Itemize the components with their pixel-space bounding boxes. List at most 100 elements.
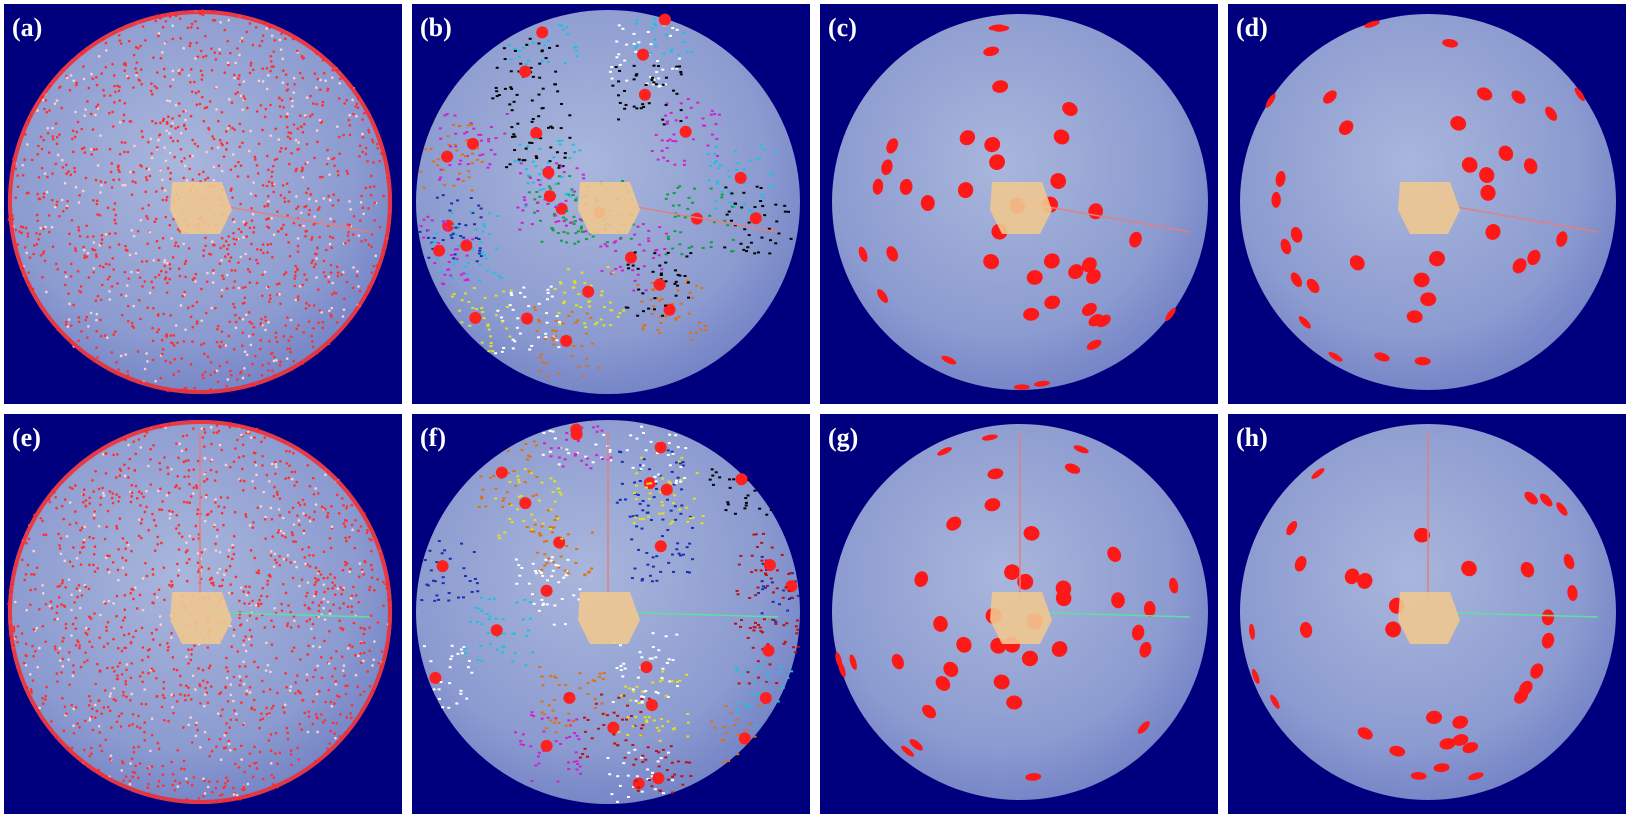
point	[658, 331, 662, 334]
point	[791, 596, 795, 599]
point	[229, 51, 232, 55]
point	[320, 311, 323, 314]
point	[120, 313, 124, 317]
point	[268, 712, 271, 715]
point	[679, 512, 683, 515]
point	[242, 682, 246, 686]
point	[276, 493, 279, 496]
point	[441, 576, 445, 579]
point	[187, 475, 190, 478]
point	[729, 219, 733, 222]
point	[510, 520, 514, 523]
point	[711, 474, 715, 477]
point	[573, 281, 577, 284]
point	[199, 746, 202, 749]
point	[470, 247, 474, 250]
point	[201, 679, 205, 683]
point	[443, 549, 447, 552]
point	[129, 170, 132, 174]
point	[342, 308, 346, 312]
point	[544, 727, 548, 730]
point	[775, 569, 779, 572]
point	[78, 644, 82, 647]
panel-content	[1228, 4, 1626, 404]
point	[532, 181, 536, 184]
point	[303, 603, 307, 607]
point	[135, 607, 139, 610]
point	[163, 264, 167, 268]
point	[357, 654, 360, 658]
point	[28, 256, 32, 259]
point	[175, 700, 179, 703]
point	[170, 693, 174, 697]
point	[159, 269, 163, 273]
point	[565, 448, 569, 451]
point	[332, 193, 336, 197]
point	[293, 560, 297, 564]
point	[241, 286, 245, 290]
point	[294, 138, 298, 142]
point	[310, 236, 314, 239]
point	[333, 732, 337, 735]
point	[112, 178, 115, 182]
point	[342, 602, 346, 605]
point	[274, 731, 278, 735]
point	[175, 513, 179, 517]
point	[525, 43, 529, 46]
point	[111, 501, 115, 505]
point	[138, 276, 142, 279]
point	[74, 627, 78, 630]
point	[207, 780, 211, 783]
point	[715, 137, 719, 140]
panel: (g)	[820, 414, 1218, 814]
point	[188, 44, 192, 48]
center-marker	[607, 721, 620, 734]
point	[631, 688, 635, 691]
point	[610, 66, 614, 69]
point	[459, 235, 463, 238]
point	[568, 136, 572, 139]
point	[634, 715, 638, 718]
point	[329, 217, 332, 221]
point	[783, 210, 787, 213]
point	[113, 670, 116, 673]
point	[695, 472, 699, 475]
point	[359, 201, 363, 204]
point	[317, 570, 321, 573]
point	[155, 86, 159, 90]
point	[266, 202, 270, 206]
point	[433, 599, 437, 602]
point	[50, 720, 53, 723]
point	[113, 101, 116, 104]
point	[580, 271, 584, 274]
point	[131, 324, 134, 328]
point	[100, 242, 103, 245]
point	[652, 496, 656, 499]
point	[194, 524, 198, 528]
point	[277, 96, 281, 100]
point	[687, 761, 691, 764]
point	[155, 676, 158, 680]
point	[546, 39, 550, 42]
point	[13, 600, 17, 604]
point	[12, 629, 16, 633]
point	[576, 240, 580, 243]
point	[761, 663, 765, 666]
point	[292, 123, 296, 126]
point	[474, 236, 478, 239]
point	[293, 619, 296, 623]
point	[104, 452, 108, 455]
point	[482, 317, 486, 320]
point	[167, 472, 170, 476]
point	[511, 308, 515, 311]
point	[659, 273, 663, 276]
point	[445, 113, 449, 116]
point	[672, 192, 676, 195]
point	[540, 700, 544, 703]
point	[164, 159, 168, 163]
point	[426, 229, 430, 232]
point	[790, 572, 794, 575]
point	[713, 161, 717, 164]
point	[660, 676, 664, 679]
point	[71, 674, 75, 678]
